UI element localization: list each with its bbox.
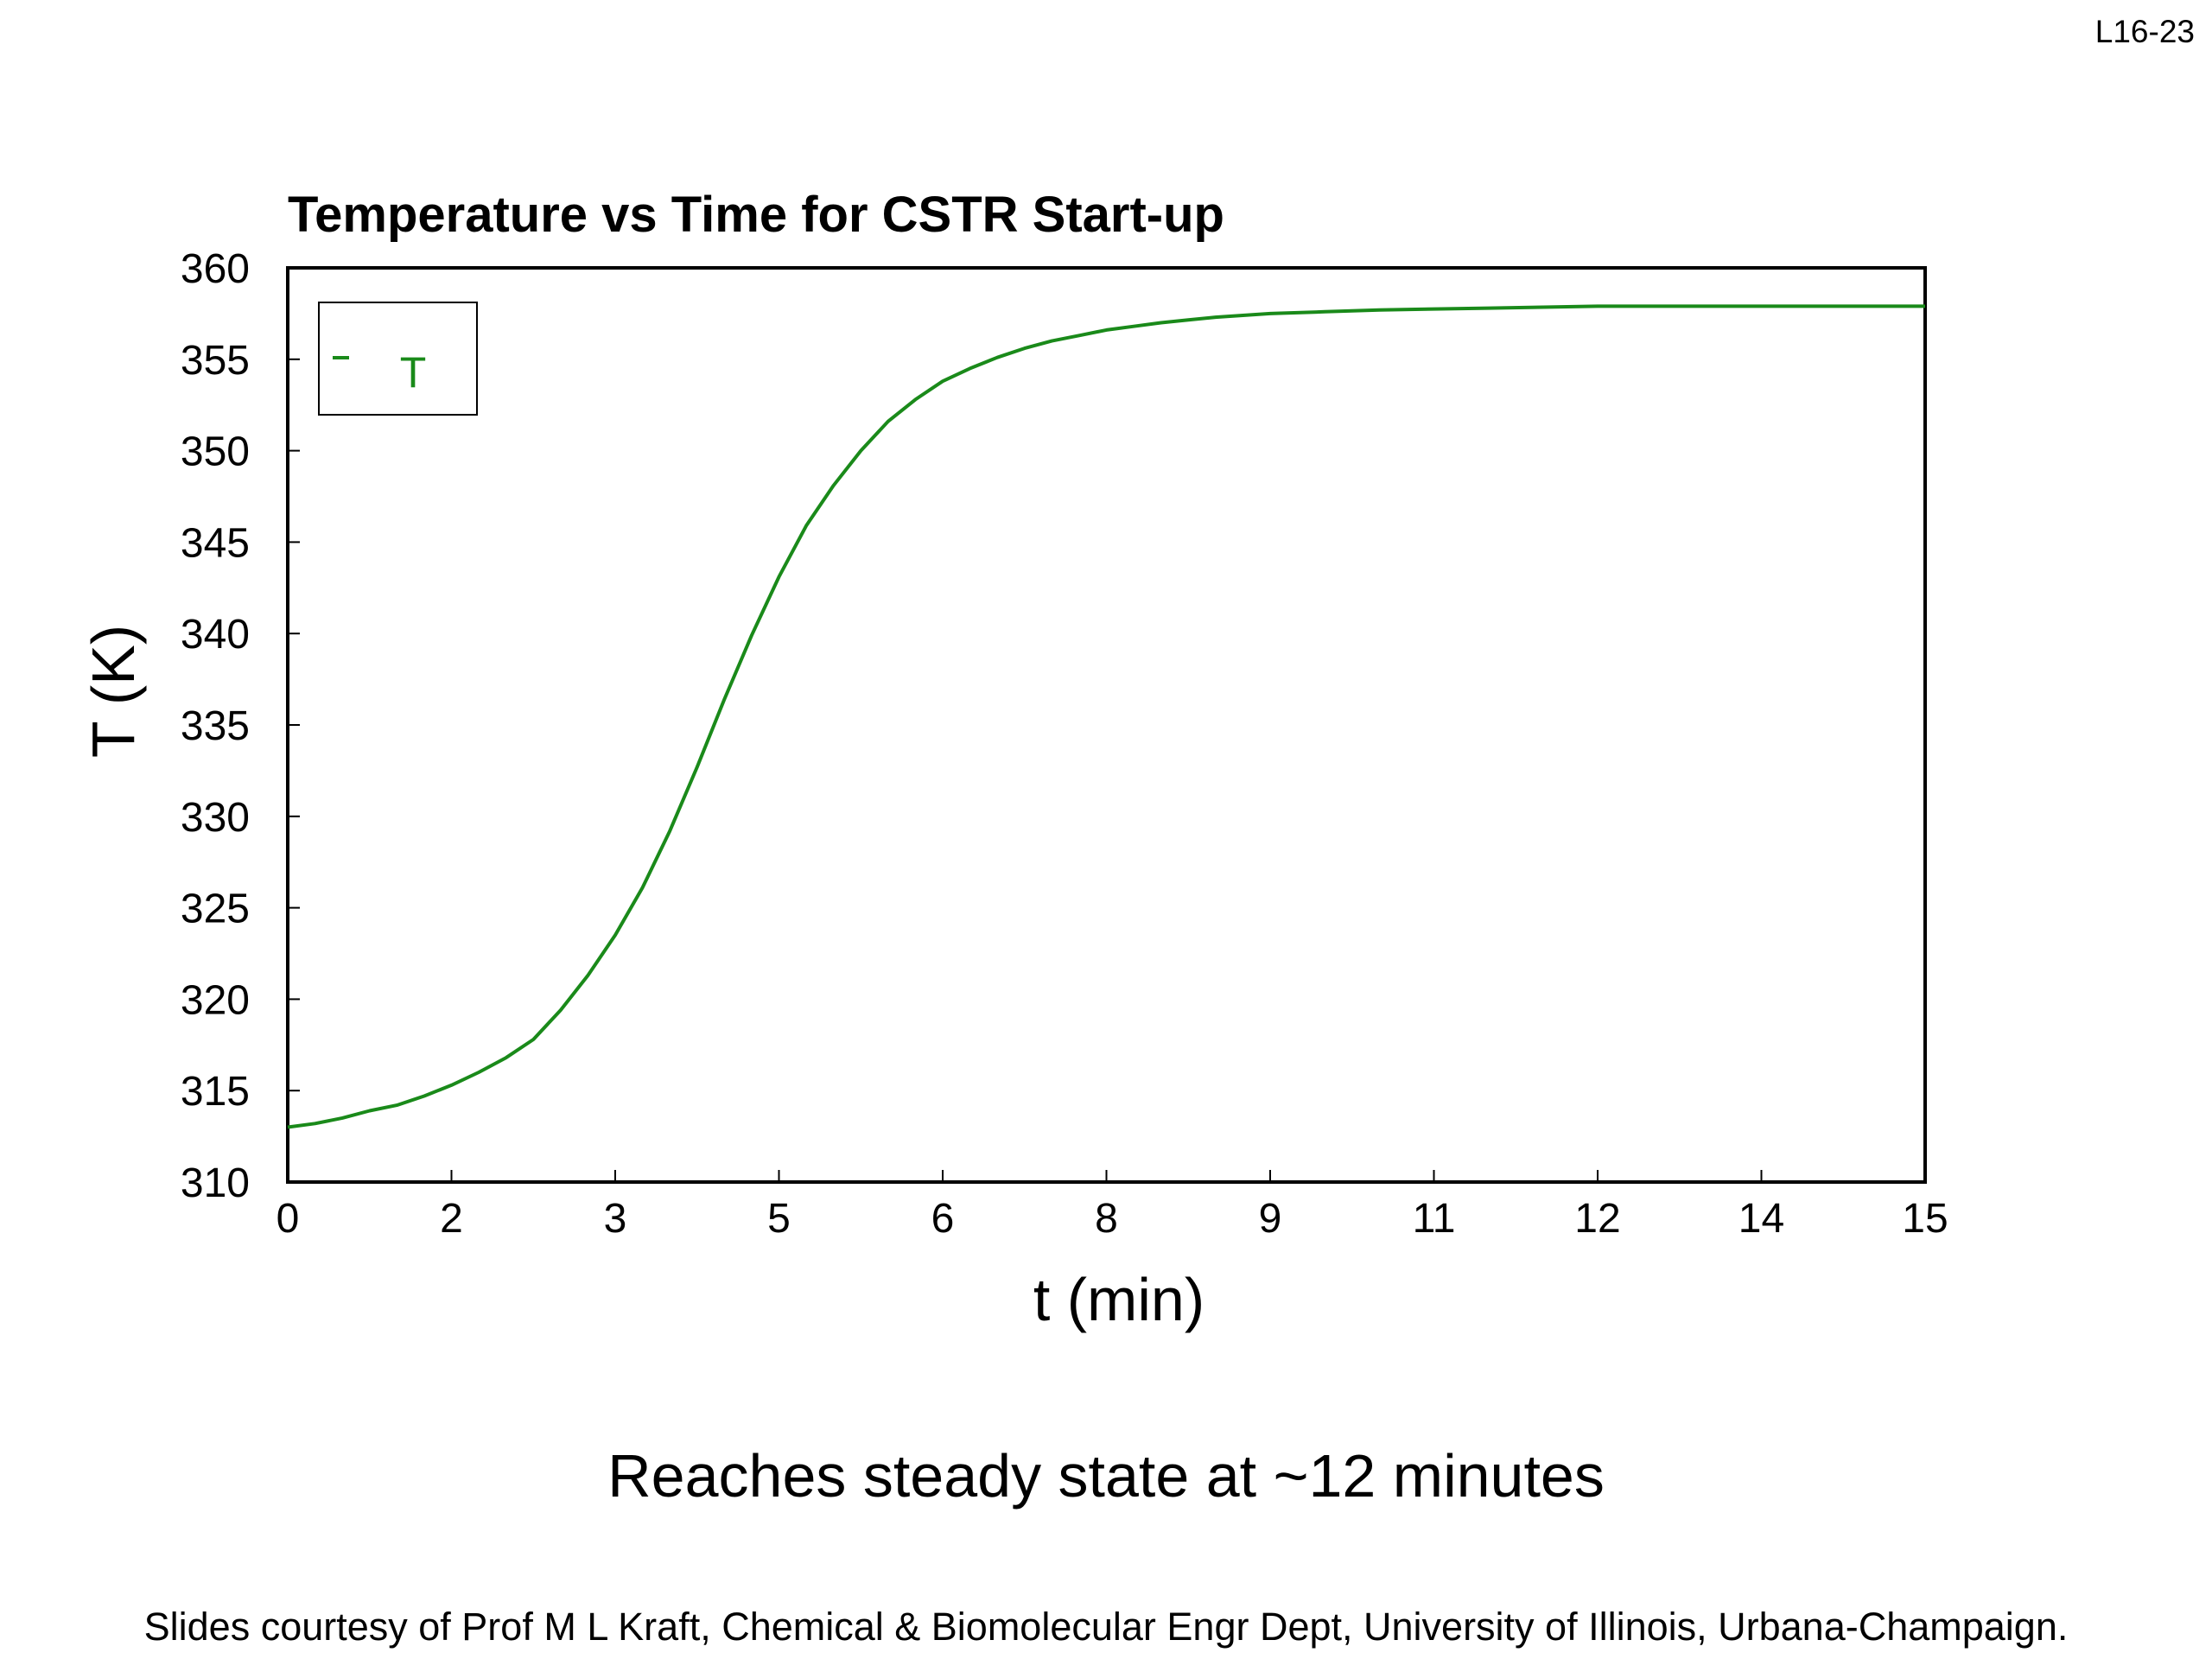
x-tick-label-1: 2: [440, 1196, 463, 1242]
y-tick-label-2: 320: [181, 977, 250, 1023]
x-tick-label-2: 3: [604, 1196, 627, 1242]
y-tick-label-10: 360: [181, 246, 250, 292]
x-tick-label-3: 5: [767, 1196, 791, 1242]
y-tick-label-7: 345: [181, 520, 250, 566]
legend: T: [318, 302, 478, 416]
chart-title: Temperature vs Time for CSTR Start-up: [288, 187, 1224, 243]
chart: Temperature vs Time for CSTR Start-up 31…: [79, 187, 1948, 1333]
x-tick-label-6: 9: [1259, 1196, 1282, 1242]
y-tick-label-3: 325: [181, 887, 250, 932]
x-tick-label-7: 11: [1413, 1196, 1456, 1242]
x-tick-label-4: 6: [931, 1196, 955, 1242]
x-axis-label: t (min): [1033, 1266, 1205, 1333]
y-tick-label-6: 340: [181, 612, 250, 658]
x-tick-label-5: 8: [1095, 1196, 1118, 1242]
x-tick-label-9: 14: [1738, 1196, 1784, 1242]
x-tick-label-10: 15: [1902, 1196, 1948, 1242]
x-tick-label-0: 0: [276, 1196, 300, 1242]
y-tick-label-4: 330: [181, 795, 250, 841]
y-axis-label: T (K): [79, 625, 147, 758]
slide-number: L16-23: [2094, 14, 2195, 49]
x-axis: 0 2 3 5 6 8 9 11 12 14 15: [276, 1170, 1948, 1242]
legend-label-t: T: [400, 348, 427, 397]
y-tick-label-1: 315: [181, 1069, 250, 1115]
y-tick-label-9: 355: [181, 338, 250, 384]
slide-credit: Slides courtesy of Prof M L Kraft, Chemi…: [143, 1605, 2069, 1649]
x-tick-label-8: 12: [1574, 1196, 1620, 1242]
series-line-t: [287, 304, 1925, 1129]
y-tick-label-8: 350: [181, 429, 250, 475]
y-tick-label-5: 335: [181, 703, 250, 749]
plot-frame: [286, 266, 1927, 1184]
y-axis: 310 315 320 325 330 335 340 345 350 355 360: [181, 246, 300, 1206]
slide-caption: Reaches steady state at ~12 minutes: [607, 1442, 1605, 1510]
y-tick-label-0: 310: [181, 1160, 250, 1206]
